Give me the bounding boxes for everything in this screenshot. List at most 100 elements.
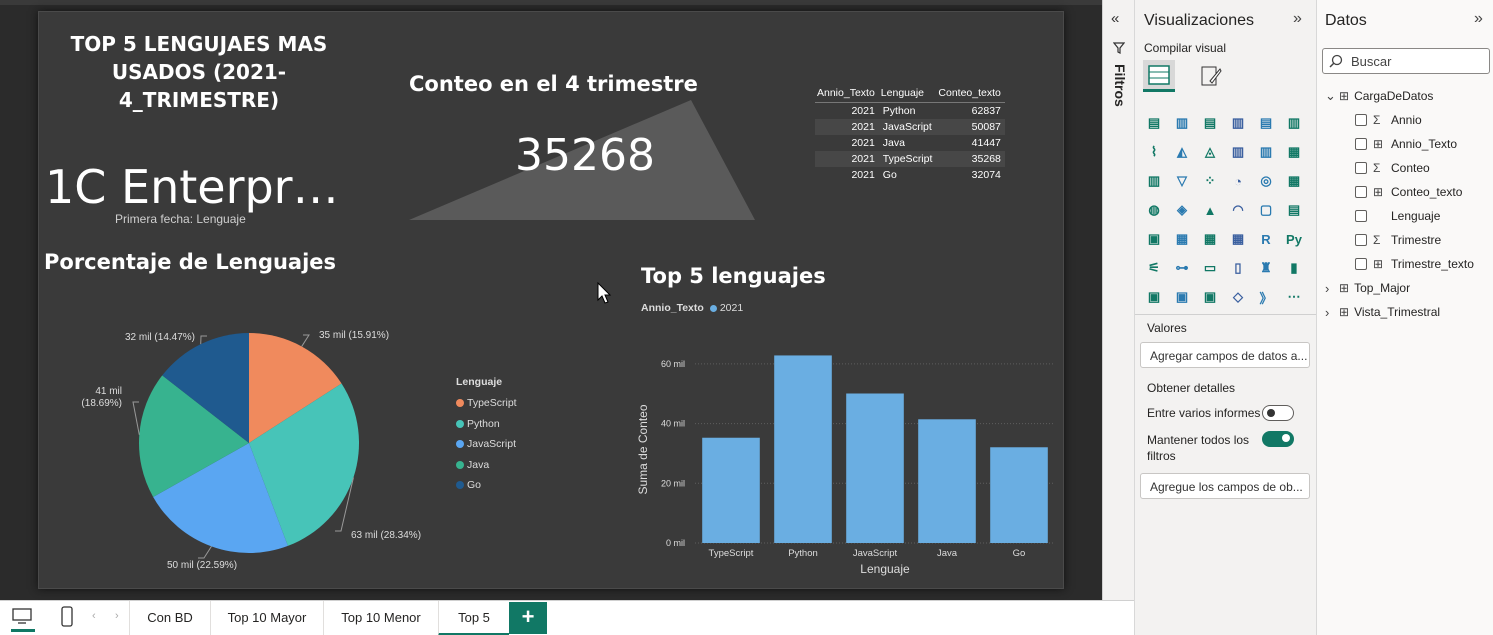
- table-node-vista_trimestral[interactable]: › ⊞ Vista_Trimestral: [1325, 302, 1440, 322]
- treemap-icon[interactable]: ▦: [1287, 173, 1301, 188]
- legend-item-javascript[interactable]: JavaScript: [456, 434, 517, 455]
- expand-filters-icon[interactable]: «: [1111, 10, 1120, 27]
- report-canvas[interactable]: TOP 5 LENGUJAES MAS USADOS (2021-4_TRIME…: [0, 0, 1102, 600]
- table-header-conteo[interactable]: Conteo_texto: [936, 86, 1005, 103]
- next-page-icon[interactable]: ›: [115, 610, 119, 622]
- bar-chart[interactable]: 0 mil 20 mil 40 mil 60 mil TypeScript Python J…: [635, 338, 1065, 588]
- keep-filters-toggle[interactable]: [1262, 431, 1294, 447]
- field-conteo[interactable]: Σ Conteo: [1355, 158, 1430, 178]
- table-header-lenguaje[interactable]: Lenguaje: [878, 86, 937, 103]
- scatter-icon[interactable]: ⁘: [1204, 173, 1216, 188]
- bar-java[interactable]: [918, 419, 976, 543]
- legend-item-python[interactable]: Python: [456, 414, 517, 435]
- table-row[interactable]: 2021 Python 62837: [815, 103, 1005, 120]
- pie-slice-typescript[interactable]: [249, 333, 342, 443]
- legend-item-go[interactable]: Go: [456, 475, 517, 496]
- chevron-right-icon[interactable]: ›: [1325, 280, 1330, 296]
- field-checkbox[interactable]: [1355, 258, 1367, 270]
- legend-item-typescript[interactable]: TypeScript: [456, 393, 517, 414]
- 100-column-icon[interactable]: ▥: [1287, 115, 1301, 130]
- azure-map-icon[interactable]: ▲: [1203, 202, 1217, 218]
- bar-javascript[interactable]: [846, 393, 904, 543]
- bar-typescript[interactable]: [702, 437, 760, 543]
- page-tab-top-5[interactable]: Top 5: [438, 601, 509, 635]
- pie-slice-go[interactable]: [162, 333, 249, 443]
- page-tab-top-10-menor[interactable]: Top 10 Menor: [323, 601, 438, 635]
- field-checkbox[interactable]: [1355, 234, 1367, 246]
- chevron-down-icon[interactable]: ⌄: [1325, 88, 1336, 103]
- add-page-button[interactable]: +: [509, 602, 547, 634]
- area-chart-icon[interactable]: ◭: [1177, 144, 1187, 159]
- r-visual-icon[interactable]: R: [1261, 231, 1271, 247]
- bar-python[interactable]: [774, 355, 832, 543]
- trophy-icon[interactable]: ♜: [1260, 260, 1272, 275]
- field-lenguaje[interactable]: Lenguaje: [1355, 206, 1440, 226]
- python-visual-icon[interactable]: Py: [1286, 231, 1302, 247]
- metrics-icon[interactable]: ▣: [1203, 289, 1217, 304]
- field-checkbox[interactable]: [1355, 138, 1367, 150]
- clustered-bar-icon[interactable]: ▤: [1203, 115, 1217, 130]
- pie-slice-java[interactable]: [139, 375, 249, 497]
- table-row[interactable]: 2021 TypeScript 35268: [815, 151, 1005, 167]
- pie-chart[interactable]: 35 mil (15.91%) 63 mil (28.34%) 50 mil (22…: [79, 302, 459, 572]
- stacked-area-icon[interactable]: ◬: [1205, 144, 1215, 159]
- prev-page-icon[interactable]: ‹: [92, 610, 96, 622]
- desktop-view-icon[interactable]: [11, 607, 33, 625]
- waterfall-icon[interactable]: ▥: [1147, 173, 1161, 188]
- stacked-column-icon[interactable]: ▥: [1175, 115, 1189, 130]
- field-conteo_texto[interactable]: ⊞ Conteo_texto: [1355, 182, 1462, 202]
- collapse-visualizations-icon[interactable]: »: [1293, 10, 1302, 27]
- page-tab-top-10-mayor[interactable]: Top 10 Mayor: [210, 601, 323, 635]
- card-icon[interactable]: ▢: [1259, 202, 1273, 217]
- 100-bar-icon[interactable]: ▤: [1259, 115, 1273, 130]
- clustered-column-icon[interactable]: ▥: [1231, 115, 1245, 130]
- kpi-icon[interactable]: ▣: [1147, 231, 1161, 246]
- pie-slice-javascript[interactable]: [153, 443, 288, 553]
- table-row[interactable]: 2021 JavaScript 50087: [815, 119, 1005, 135]
- map-icon[interactable]: ◍: [1148, 202, 1160, 217]
- cross-report-toggle[interactable]: [1262, 405, 1294, 421]
- values-drop-zone[interactable]: Agregar campos de datos a...: [1140, 342, 1310, 368]
- donut-icon[interactable]: ◎: [1260, 173, 1272, 188]
- pie-legend[interactable]: Lenguaje TypeScript Python JavaScript Ja…: [456, 376, 517, 496]
- filters-pane-collapsed[interactable]: « Filtros: [1102, 0, 1134, 600]
- decomposition-tree-icon[interactable]: ⊶: [1175, 260, 1189, 275]
- line-chart-icon[interactable]: ⌇: [1150, 144, 1158, 159]
- table-row[interactable]: 2021 Java 41447: [815, 135, 1005, 151]
- slicer-icon[interactable]: ▦: [1175, 231, 1189, 246]
- field-checkbox[interactable]: [1355, 162, 1367, 174]
- data-table[interactable]: Annio_Texto Lenguaje Conteo_texto 2021 Py…: [815, 86, 1005, 183]
- page-tab-con-bd[interactable]: Con BD: [129, 601, 210, 635]
- filled-map-icon[interactable]: ◈: [1177, 202, 1187, 217]
- table-node-top_major[interactable]: › ⊞ Top_Major: [1325, 278, 1410, 298]
- drillthrough-drop-zone[interactable]: Agregue los campos de ob...: [1140, 473, 1310, 499]
- more-icon[interactable]: ⋯: [1287, 289, 1301, 304]
- stacked-bar-icon[interactable]: ▤: [1147, 115, 1161, 130]
- funnel-icon[interactable]: ▽: [1177, 173, 1187, 188]
- multirow-card-icon[interactable]: ▤: [1287, 202, 1301, 217]
- narrative-icon[interactable]: ▯: [1234, 260, 1242, 275]
- table-row[interactable]: 2021 Go 32074: [815, 167, 1005, 183]
- field-trimestre_texto[interactable]: ⊞ Trimestre_texto: [1355, 254, 1474, 274]
- matrix-icon[interactable]: ▦: [1231, 231, 1245, 246]
- format-visual-tab[interactable]: [1195, 60, 1227, 92]
- qa-icon[interactable]: ▭: [1203, 260, 1217, 275]
- collapse-data-icon[interactable]: »: [1474, 10, 1483, 27]
- bar-go[interactable]: [990, 447, 1048, 543]
- field-annio_texto[interactable]: ⊞ Annio_Texto: [1355, 134, 1457, 154]
- mobile-view-icon[interactable]: [60, 606, 74, 628]
- gauge-icon[interactable]: ◠: [1232, 202, 1244, 217]
- field-checkbox[interactable]: [1355, 210, 1367, 222]
- pie-icon[interactable]: ◔: [1234, 173, 1242, 189]
- field-checkbox[interactable]: [1355, 186, 1367, 198]
- power-apps-icon[interactable]: ▣: [1147, 289, 1161, 304]
- table-icon[interactable]: ▦: [1203, 231, 1217, 246]
- build-visual-tab[interactable]: [1143, 60, 1175, 92]
- line-clustered-icon[interactable]: ▥: [1259, 144, 1273, 159]
- key-influencers-icon[interactable]: ⚟: [1148, 260, 1160, 275]
- field-annio[interactable]: Σ Annio: [1355, 110, 1422, 130]
- table-header-annio[interactable]: Annio_Texto: [815, 86, 879, 103]
- line-column-icon[interactable]: ▥: [1231, 144, 1245, 159]
- legend-item-java[interactable]: Java: [456, 455, 517, 476]
- bar-legend[interactable]: Annio_Texto 2021: [641, 302, 743, 314]
